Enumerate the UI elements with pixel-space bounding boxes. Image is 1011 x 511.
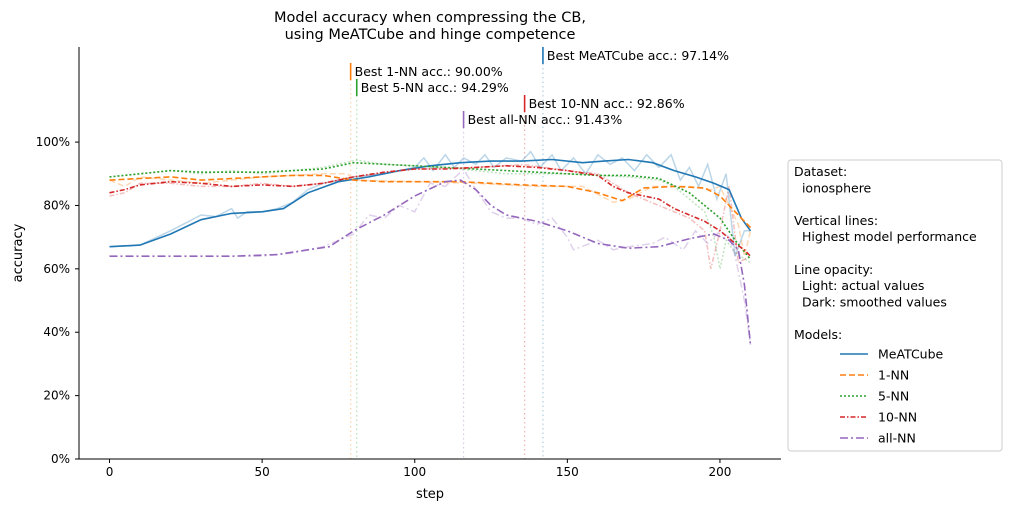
x-tick-label-0: 0 <box>106 465 114 479</box>
legend-line-8: Dark: smoothed values <box>794 294 947 309</box>
smoothed-line-1-NN <box>109 174 752 229</box>
y-tick-label-1: 20% <box>43 389 70 403</box>
legend-label-10-NN: 10-NN <box>878 410 917 425</box>
x-tick-label-4: 200 <box>709 465 732 479</box>
legend-label-1-NN: 1-NN <box>878 368 909 383</box>
smoothed-line-10-NN <box>109 164 752 257</box>
best-label-5-NN: Best 5-NN acc.: 94.29% <box>361 80 509 95</box>
smoothed-line-all-NN <box>109 179 752 345</box>
chart-title: Model accuracy when compressing the CB, … <box>274 10 586 43</box>
legend-line-1: ionosphere <box>794 180 872 195</box>
legend-entries: MeATCube 1-NN 5-NN 10-NN all-NN <box>840 347 944 446</box>
legend-line-10: Models: <box>794 327 842 342</box>
axes: step accuracy 0 50 100 150 200 0% 20% 40% 60% 80%… <box>11 47 781 502</box>
smoothed-line-MeATCube <box>109 158 752 248</box>
legend-label-5-NN: 5-NN <box>878 389 909 404</box>
legend-label-all-NN: all-NN <box>878 431 916 446</box>
y-tick-label-2: 40% <box>43 325 70 339</box>
legend-text: Dataset: ionosphere Vertical lines: Highe… <box>794 164 977 342</box>
chart-title-line-2: using MeATCube and hinge competence <box>285 27 576 43</box>
x-axis-label: step <box>416 487 444 502</box>
actual-line-5-NN <box>109 159 751 269</box>
legend-line-6: Line opacity: <box>794 262 873 277</box>
x-tick-label-2: 100 <box>403 465 426 479</box>
best-label-MeATCube: Best MeATCube acc.: 97.14% <box>547 48 729 63</box>
actual-line-10-NN <box>109 163 751 269</box>
best-value-markers: Best MeATCube acc.: 97.14% Best 1-NN acc.… <box>349 47 729 459</box>
legend-label-MeATCube: MeATCube <box>878 347 944 362</box>
best-label-1-NN: Best 1-NN acc.: 90.00% <box>355 64 503 79</box>
y-tick-label-0: 0% <box>51 452 70 466</box>
y-tick-label-4: 80% <box>43 198 70 212</box>
legend-line-4: Highest model performance <box>794 229 977 244</box>
actual-line-all-NN <box>109 168 752 346</box>
x-tick-label-1: 50 <box>254 465 269 479</box>
legend-line-0: Dataset: <box>794 164 847 179</box>
smoothed-line-5-NN <box>109 161 752 260</box>
best-label-10-NN: Best 10-NN acc.: 92.86% <box>529 96 685 111</box>
y-tick-label-5: 100% <box>36 135 70 149</box>
x-tick-label-3: 150 <box>556 465 579 479</box>
legend: Dataset: ionosphere Vertical lines: Highe… <box>787 159 1003 452</box>
actual-lines <box>109 150 752 346</box>
y-axis-label: accuracy <box>11 223 26 282</box>
smoothed-lines <box>109 158 752 345</box>
y-tick-label-3: 60% <box>43 262 70 276</box>
legend-line-7: Light: actual values <box>794 278 924 293</box>
legend-line-3: Vertical lines: <box>794 213 878 228</box>
best-label-all-NN: Best all-NN acc.: 91.43% <box>468 112 623 127</box>
chart-title-line-1: Model accuracy when compressing the CB, <box>274 10 586 26</box>
legend-frame <box>787 159 1003 452</box>
